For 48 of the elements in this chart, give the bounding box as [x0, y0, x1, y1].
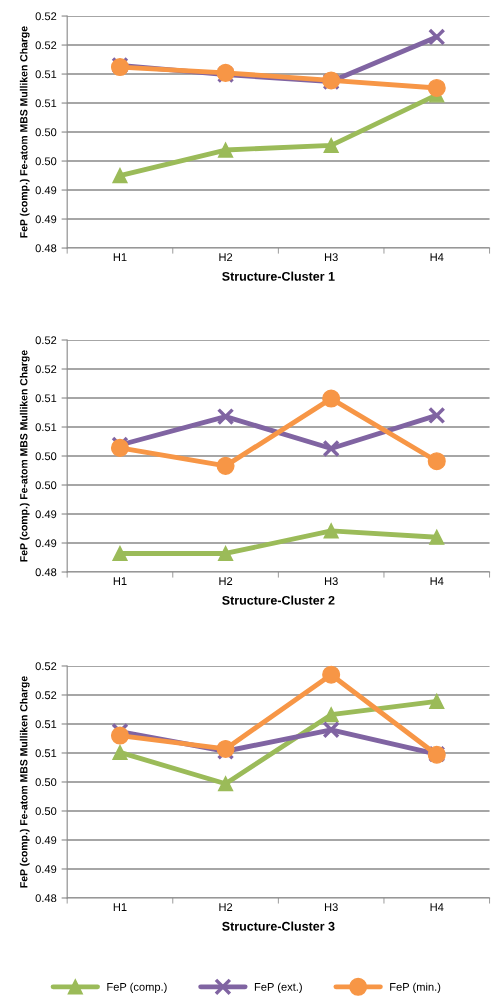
x-tick-label: H4	[430, 253, 444, 261]
y-tick-label: 0.49	[35, 186, 57, 195]
y-tick-label: 0.51	[35, 720, 57, 729]
y-tick-label: 0.50	[35, 778, 57, 787]
x-tick-label: H2	[219, 903, 233, 911]
y-tick-label: 0.52	[35, 662, 57, 671]
y-tick-label: 0.49	[35, 215, 57, 224]
y-tick-label: 0.52	[35, 336, 57, 345]
y-tick-label: 0.48	[35, 568, 57, 577]
legend-label: FeP (ext.)	[254, 982, 302, 993]
y-tick-label: 0.52	[35, 691, 57, 700]
y-tick-label: 0.50	[35, 481, 57, 490]
y-tick-label: 0.48	[35, 894, 57, 903]
y-tick-label: 0.51	[35, 423, 57, 432]
y-tick-label: 0.49	[35, 510, 57, 519]
legend-label: FeP (comp.)	[107, 982, 167, 993]
y-axis-title: FeP (comp.) Fe-atom MBS Mulliken Charge	[19, 350, 30, 562]
y-axis-title: FeP (comp.) Fe-atom MBS Mulliken Charge	[19, 26, 30, 238]
x-axis-title: Structure-Cluster 3	[222, 921, 335, 931]
y-tick-label: 0.52	[35, 41, 57, 50]
x-tick-label: H2	[219, 253, 233, 261]
x-tick-label: H1	[113, 903, 127, 911]
x-tick-label: H4	[430, 577, 444, 585]
y-tick-label: 0.49	[35, 865, 57, 874]
x-tick-label: H3	[324, 253, 338, 262]
x-tick-label: H1	[113, 253, 127, 261]
y-tick-label: 0.51	[35, 70, 57, 79]
x-tick-label: H1	[113, 577, 127, 585]
y-tick-label: 0.49	[35, 539, 57, 548]
y-tick-label: 0.50	[35, 807, 57, 816]
y-tick-label: 0.50	[35, 157, 57, 166]
x-axis-title: Structure-Cluster 1	[222, 271, 335, 281]
y-tick-label: 0.52	[35, 12, 57, 21]
y-tick-label: 0.52	[35, 365, 57, 374]
x-tick-label: H2	[219, 577, 233, 585]
x-tick-label: H4	[430, 903, 444, 911]
y-tick-label: 0.51	[35, 99, 57, 108]
y-tick-label: 0.48	[35, 244, 57, 253]
y-tick-label: 0.51	[35, 394, 57, 403]
x-axis-title: Structure-Cluster 2	[222, 595, 335, 605]
y-axis-title: FeP (comp.) Fe-atom MBS Mulliken Charge	[19, 676, 30, 888]
legend-label: FeP (min.)	[390, 982, 441, 993]
x-tick-label: H3	[324, 577, 338, 586]
y-tick-label: 0.50	[35, 452, 57, 461]
y-tick-label: 0.51	[35, 749, 57, 758]
y-tick-label: 0.50	[35, 128, 57, 137]
y-tick-label: 0.49	[35, 836, 57, 845]
x-tick-label: H3	[324, 903, 338, 912]
